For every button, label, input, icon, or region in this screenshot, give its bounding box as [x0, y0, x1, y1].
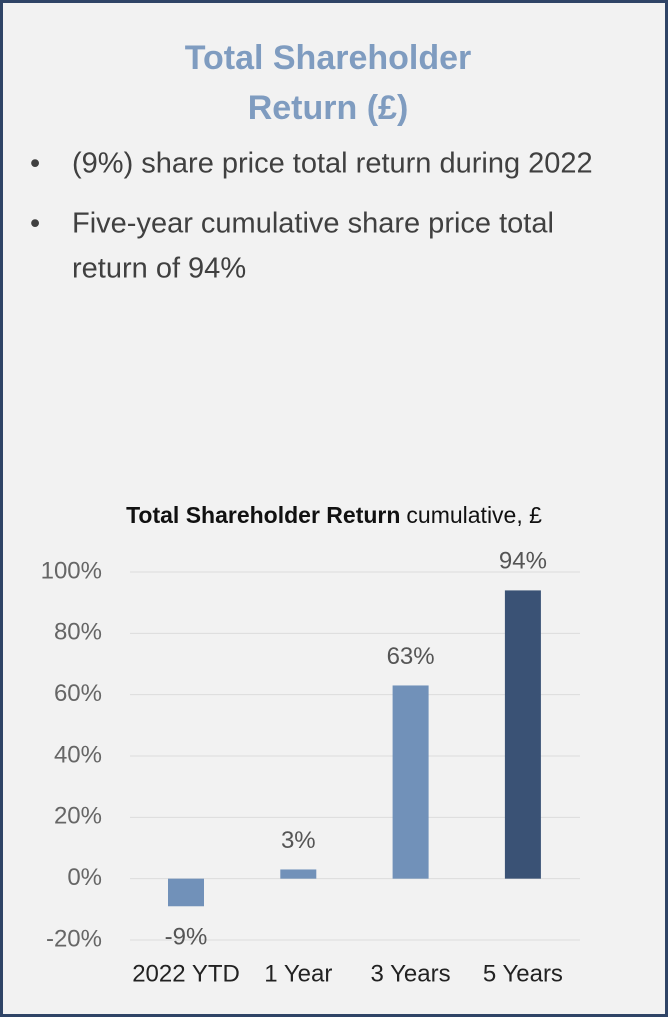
value-label: 94%	[499, 548, 547, 575]
bullet-text: (9%) share price total return during 202…	[72, 148, 593, 180]
x-tick-label: 2022 YTD	[132, 960, 240, 987]
y-tick-label: 100%	[41, 557, 102, 584]
chart-subtitle: cumulative, £	[406, 502, 542, 528]
y-tick-label: 80%	[54, 619, 102, 646]
y-tick-label: -20%	[46, 925, 102, 952]
chart-title-main: Total Shareholder Return	[126, 502, 400, 528]
x-tick-label: 3 Years	[371, 960, 451, 987]
x-tick-label: 5 Years	[483, 960, 563, 987]
value-label: 63%	[387, 643, 435, 670]
bar	[504, 590, 541, 879]
value-label: 3%	[281, 827, 316, 854]
y-tick-label: 60%	[54, 680, 102, 707]
bar	[392, 685, 429, 879]
value-label: -9%	[165, 924, 208, 951]
chart-title: Total Shareholder Return cumulative, £	[126, 502, 542, 528]
bar	[280, 869, 317, 879]
y-tick-label: 20%	[54, 803, 102, 830]
title-line: Return (£)	[248, 89, 409, 127]
y-tick-label: 40%	[54, 741, 102, 768]
x-tick-label: 1 Year	[264, 960, 332, 987]
bullet-text: return of 94%	[72, 253, 246, 285]
bullet-dot: •	[30, 148, 40, 180]
bar	[168, 878, 204, 907]
bullet-text: Five-year cumulative share price total	[72, 208, 554, 240]
bullet-dot: •	[30, 208, 40, 240]
title-line: Total Shareholder	[185, 39, 472, 77]
y-tick-label: 0%	[67, 864, 102, 891]
